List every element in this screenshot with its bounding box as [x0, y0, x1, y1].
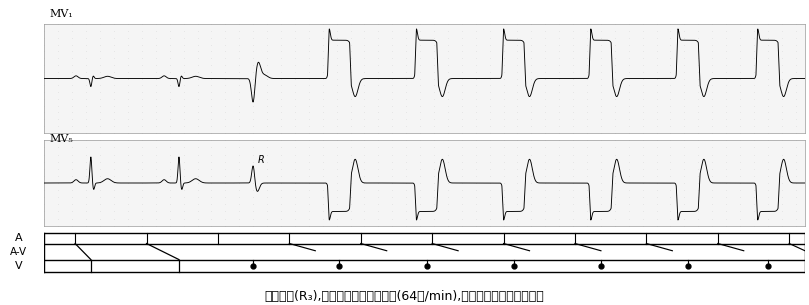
Text: R: R	[258, 155, 265, 165]
Text: V: V	[15, 261, 23, 271]
Text: MV₁: MV₁	[49, 9, 73, 19]
Text: A: A	[15, 233, 23, 243]
Text: MV₅: MV₅	[49, 134, 73, 144]
Text: 室性早搏(R₃),非阵发性室性心动过速(64次/min),不完全性干扰性房室分离: 室性早搏(R₃),非阵发性室性心动过速(64次/min),不完全性干扰性房室分离	[265, 290, 544, 303]
Text: A-V: A-V	[10, 246, 27, 257]
